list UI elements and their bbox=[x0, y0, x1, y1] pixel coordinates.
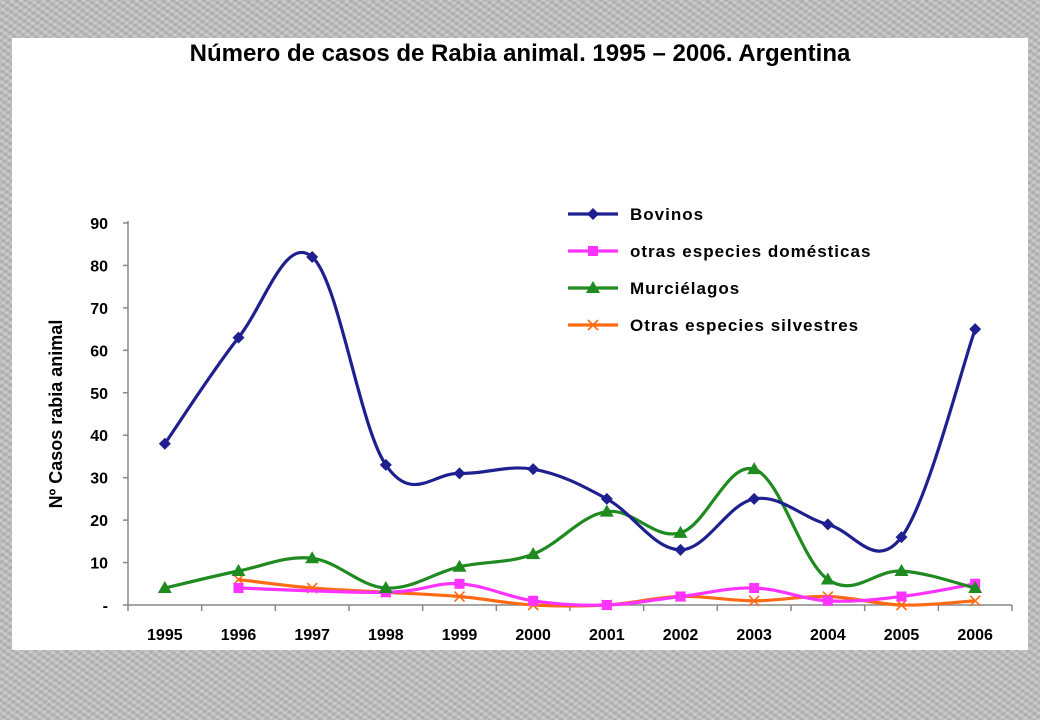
y-tick-label: 90 bbox=[90, 216, 108, 233]
point-otras-especies-domesticas bbox=[675, 591, 686, 602]
point-otras-especies-domesticas bbox=[233, 583, 244, 594]
point-bovinos bbox=[158, 437, 171, 450]
point-murcielagos bbox=[305, 551, 320, 564]
y-tick-label: 50 bbox=[90, 386, 108, 403]
point-bovinos bbox=[895, 531, 908, 544]
x-tick-label: 2003 bbox=[736, 627, 772, 644]
point-murcielagos bbox=[452, 559, 467, 572]
point-murcielagos bbox=[747, 462, 762, 475]
point-murcielagos bbox=[673, 525, 688, 538]
y-tick-label: 70 bbox=[90, 301, 108, 318]
point-bovinos bbox=[748, 492, 761, 505]
point-otras-especies-domesticas bbox=[749, 583, 760, 594]
point-bovinos bbox=[674, 543, 687, 556]
y-axis-label: Nº Casos rabia animal bbox=[46, 320, 66, 509]
x-tick-label: 1998 bbox=[368, 627, 404, 644]
point-bovinos bbox=[821, 518, 834, 531]
legend-label-murcielagos: Murciélagos bbox=[630, 279, 740, 298]
point-otras-especies-silvestres bbox=[748, 595, 760, 607]
point-otras-especies-silvestres bbox=[453, 590, 466, 603]
chart-panel bbox=[12, 38, 1028, 650]
point-murcielagos bbox=[526, 547, 541, 560]
point-otras-especies-domesticas bbox=[896, 591, 907, 602]
point-murcielagos bbox=[599, 504, 614, 517]
legend-marker-otras-especies-domesticas bbox=[588, 246, 598, 256]
series-line-bovinos bbox=[163, 250, 977, 553]
point-bovinos bbox=[527, 463, 540, 476]
y-tick-label: 80 bbox=[90, 258, 108, 275]
x-tick-label: 1999 bbox=[442, 627, 478, 644]
point-murcielagos bbox=[894, 564, 909, 577]
point-murcielagos bbox=[231, 564, 246, 577]
y-tick-label: 30 bbox=[90, 471, 108, 488]
x-tick-label: 2005 bbox=[884, 627, 920, 644]
y-tick-label: 60 bbox=[90, 343, 108, 360]
x-tick-label: 2001 bbox=[589, 627, 625, 644]
point-murcielagos bbox=[378, 581, 393, 594]
legend-label-bovinos: Bovinos bbox=[630, 205, 704, 224]
point-otras-especies-domesticas bbox=[528, 595, 539, 606]
y-tick-label: 20 bbox=[90, 513, 108, 530]
point-bovinos bbox=[306, 250, 319, 263]
legend-marker-otras-especies-silvestres bbox=[587, 319, 599, 331]
point-bovinos bbox=[969, 323, 982, 336]
x-tick-label: 1997 bbox=[294, 627, 330, 644]
point-murcielagos bbox=[820, 572, 835, 585]
legend-label-otras-especies-silvestres: Otras especies silvestres bbox=[630, 316, 859, 335]
legend-marker-bovinos bbox=[587, 208, 599, 220]
point-otras-especies-domesticas bbox=[601, 600, 612, 610]
x-tick-label: 2006 bbox=[957, 627, 993, 644]
y-tick-label: 10 bbox=[90, 556, 108, 573]
x-tick-label: 1996 bbox=[221, 627, 257, 644]
legend-label-otras-especies-domesticas: otras especies domésticas bbox=[630, 242, 871, 261]
x-tick-label: 2002 bbox=[663, 627, 699, 644]
y-tick-label: - bbox=[103, 598, 108, 615]
point-otras-especies-domesticas bbox=[454, 578, 465, 589]
series-line-murcielagos bbox=[164, 466, 976, 590]
series-line-otras-especies-domesticas bbox=[238, 582, 976, 607]
point-murcielagos bbox=[157, 581, 172, 594]
point-bovinos bbox=[453, 467, 466, 480]
point-bovinos bbox=[600, 492, 613, 505]
x-tick-label: 2004 bbox=[810, 627, 846, 644]
point-murcielagos bbox=[968, 581, 983, 594]
x-tick-label: 1995 bbox=[147, 627, 183, 644]
point-bovinos bbox=[232, 331, 245, 344]
point-otras-especies-silvestres bbox=[895, 599, 908, 611]
point-bovinos bbox=[379, 458, 392, 471]
legend-marker-murcielagos bbox=[586, 281, 600, 293]
chart-title: Número de casos de Rabia animal. 1995 – … bbox=[189, 40, 851, 67]
x-tick-label: 2000 bbox=[515, 627, 551, 644]
point-otras-especies-domesticas bbox=[822, 595, 833, 606]
point-otras-especies-silvestres bbox=[969, 595, 981, 607]
y-tick-label: 40 bbox=[90, 428, 108, 445]
point-otras-especies-silvestres bbox=[232, 573, 245, 586]
